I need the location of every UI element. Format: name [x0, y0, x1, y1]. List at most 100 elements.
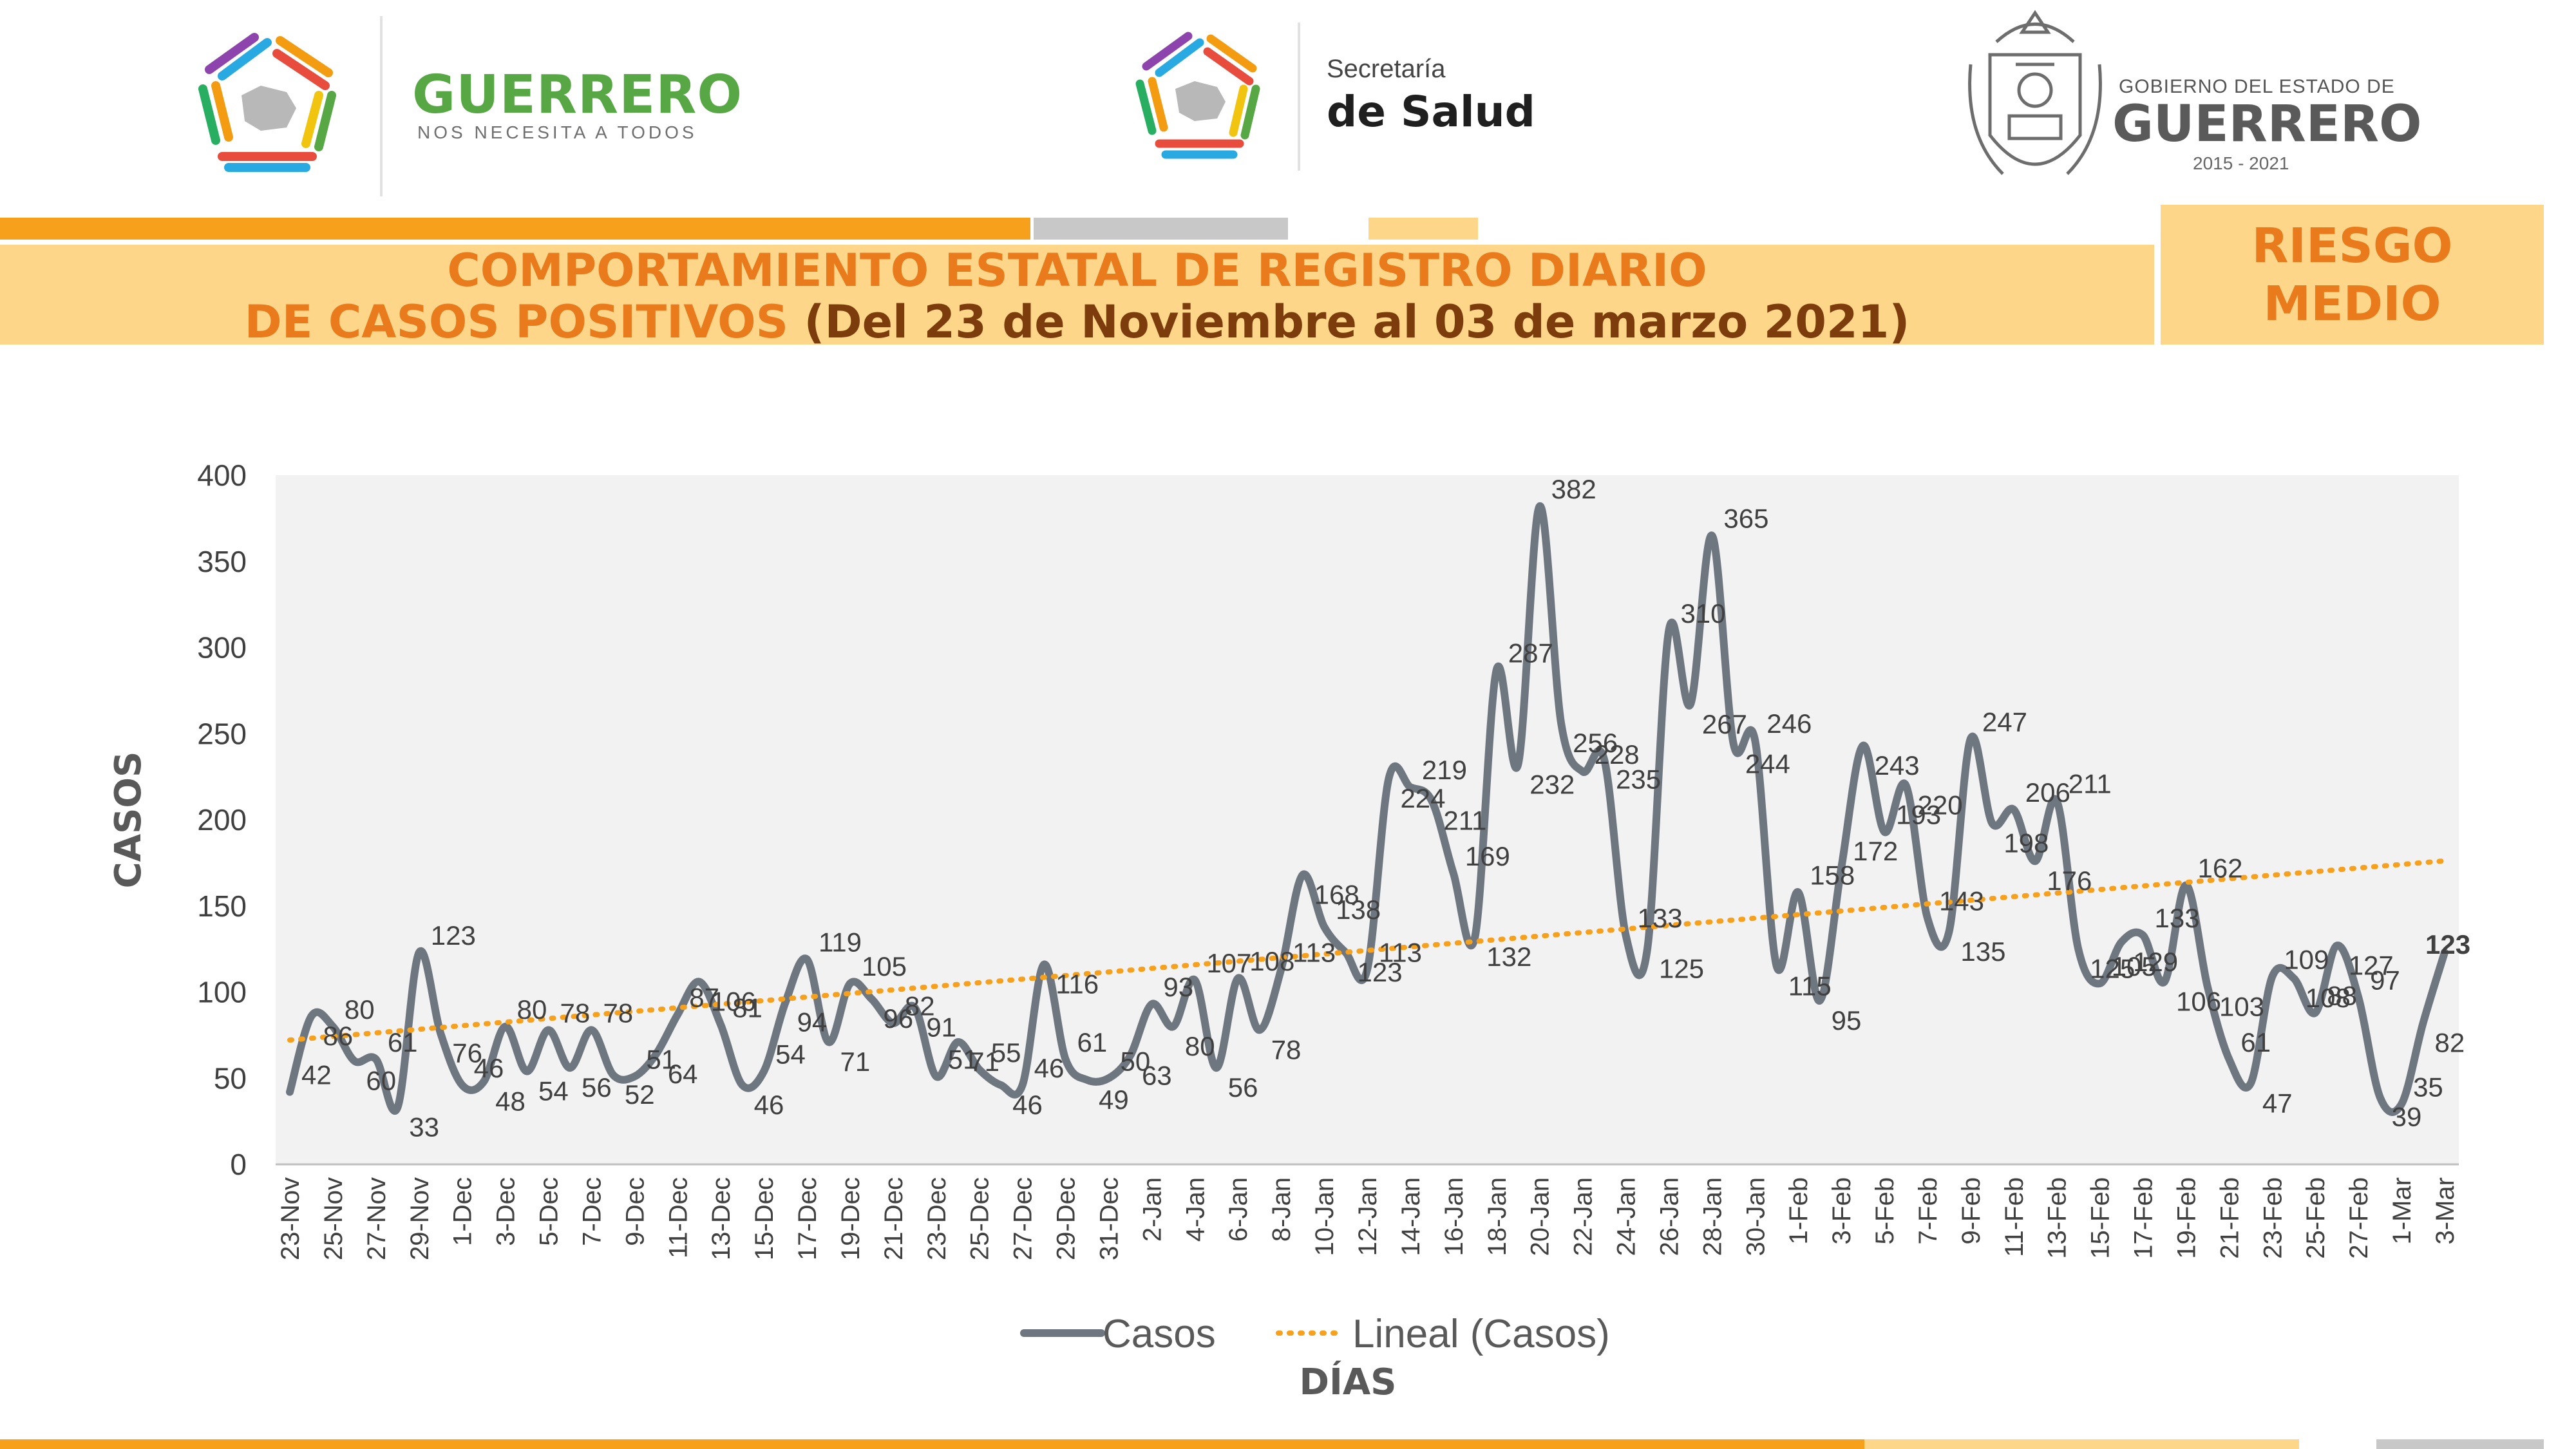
- data-label: 162: [2197, 853, 2242, 884]
- bottom-stripe-orange: [0, 1439, 1864, 1449]
- data-label: 47: [2262, 1088, 2293, 1118]
- data-label: 87: [689, 982, 719, 1012]
- data-label: 125: [1659, 954, 1704, 984]
- data-label: 50: [1120, 1046, 1150, 1076]
- data-label: 119: [819, 927, 862, 958]
- data-label: 51: [948, 1045, 978, 1075]
- x-tick-label: 27-Dec: [1009, 1177, 1037, 1260]
- x-tick-label: 23-Feb: [2259, 1177, 2287, 1259]
- data-label: 123: [2425, 929, 2470, 960]
- data-label: 96: [883, 1003, 913, 1034]
- x-tick-label: 25-Nov: [319, 1177, 348, 1260]
- title-band: [0, 245, 2154, 345]
- salud-logo: [1135, 32, 1260, 159]
- data-label: 78: [560, 998, 591, 1028]
- data-label: 123: [1358, 957, 1403, 987]
- legend-trend-label: Lineal (Casos): [1352, 1312, 1610, 1356]
- data-label: 235: [1616, 764, 1661, 794]
- x-tick-label: 5-Feb: [1871, 1177, 1899, 1245]
- data-label: 365: [1723, 504, 1768, 534]
- risk-line2: MEDIO: [2263, 276, 2441, 332]
- data-label: 46: [474, 1053, 504, 1083]
- cases-line-chart: 0 50 100 150 200 250 300 350 400 23-Nov 25-Nov 27-N…: [108, 459, 2470, 1403]
- gob-years: 2015 - 2021: [2193, 153, 2289, 173]
- x-tick-label: 11-Dec: [664, 1177, 692, 1258]
- x-tick-label: 27-Feb: [2345, 1177, 2373, 1259]
- x-tick-label: 7-Dec: [578, 1177, 606, 1246]
- legend-casos-label: Casos: [1103, 1312, 1216, 1356]
- data-label: 206: [2025, 777, 2070, 808]
- data-label: 86: [323, 1021, 353, 1051]
- chart-title-line1: COMPORTAMIENTO ESTATAL DE REGISTRO DIARI…: [447, 244, 1707, 297]
- data-label: 108: [2306, 983, 2351, 1013]
- data-label: 116: [1056, 969, 1099, 999]
- data-label: 115: [1788, 971, 1832, 1001]
- x-tick-label: 7-Feb: [1914, 1177, 1942, 1245]
- data-label: 243: [1875, 750, 1920, 781]
- data-label: 82: [905, 991, 935, 1021]
- x-tick-label: 4-Jan: [1181, 1177, 1209, 1242]
- header-divider: [380, 16, 383, 196]
- x-tick-label: 15-Dec: [750, 1177, 779, 1260]
- data-label: 54: [775, 1039, 806, 1070]
- data-label: 135: [1960, 936, 2005, 967]
- data-label: 198: [2003, 828, 2049, 858]
- data-label: 80: [517, 994, 547, 1025]
- x-tick-label: 13-Dec: [707, 1177, 735, 1260]
- y-tick-label: 150: [197, 889, 247, 923]
- data-label: 105: [2112, 951, 2157, 981]
- x-axis-title: DÍAS: [1300, 1361, 1397, 1403]
- x-tick-label: 30-Jan: [1741, 1177, 1770, 1256]
- data-label: 382: [1551, 474, 1596, 504]
- data-label: 42: [301, 1060, 332, 1090]
- y-tick-label: 400: [197, 459, 247, 492]
- data-label: 64: [668, 1059, 698, 1089]
- chart-title-line2: DE CASOS POSITIVOS (Del 23 de Noviembre …: [0, 295, 2154, 349]
- x-tick-label: 3-Mar: [2431, 1177, 2459, 1244]
- x-tick-label: 12-Jan: [1354, 1177, 1382, 1256]
- data-label: 56: [1228, 1072, 1258, 1103]
- salud-line2: de Salud: [1327, 87, 1535, 137]
- x-tick-label: 16-Jan: [1440, 1177, 1468, 1256]
- data-label: 287: [1508, 638, 1553, 668]
- x-tick-label: 20-Jan: [1526, 1177, 1555, 1256]
- x-tick-label: 6-Jan: [1224, 1177, 1253, 1242]
- data-label: 228: [1595, 739, 1640, 770]
- data-label: 71: [840, 1046, 871, 1077]
- data-label: 93: [1163, 972, 1193, 1002]
- x-tick-label: 28-Jan: [1698, 1177, 1727, 1256]
- data-label: 125: [2090, 954, 2135, 984]
- y-tick-label: 350: [197, 545, 247, 578]
- data-label: 82: [2435, 1028, 2465, 1058]
- data-label: 211: [2069, 769, 2112, 799]
- data-label: 169: [1465, 841, 1510, 871]
- data-label: 91: [926, 1012, 956, 1043]
- top-stripe-light: [1368, 218, 1478, 240]
- x-tick-label: 11-Feb: [2000, 1177, 2029, 1257]
- x-tick-label: 2-Jan: [1138, 1177, 1166, 1242]
- data-label: 193: [1896, 800, 1941, 830]
- data-label: 33: [409, 1112, 439, 1142]
- data-label: 78: [603, 998, 633, 1028]
- data-label: 35: [2413, 1072, 2443, 1102]
- x-tick-label: 17-Feb: [2130, 1177, 2158, 1259]
- data-label: 76: [452, 1038, 482, 1068]
- y-tick-label: 0: [230, 1148, 247, 1181]
- data-label: 52: [625, 1079, 655, 1110]
- data-label: 103: [2219, 991, 2264, 1021]
- chart-title-range: (Del 23 de Noviembre al 03 de marzo 2021…: [804, 296, 1910, 348]
- x-tick-label: 24-Jan: [1613, 1177, 1641, 1256]
- data-label: 129: [2133, 947, 2178, 977]
- data-label: 81: [732, 992, 762, 1023]
- data-label: 106: [711, 986, 756, 1016]
- brand-subtitle: NOS NECESITA A TODOS: [417, 122, 697, 142]
- data-label: 49: [1099, 1084, 1129, 1115]
- bottom-stripe-light: [1864, 1439, 2299, 1449]
- x-tick-label: 10-Jan: [1311, 1177, 1339, 1256]
- x-tick-label: 5-Dec: [535, 1177, 564, 1246]
- data-label: 71: [969, 1046, 999, 1077]
- data-label: 176: [2047, 866, 2092, 896]
- data-label: 48: [495, 1086, 526, 1117]
- data-label: 143: [1939, 886, 1984, 916]
- plot-area: [276, 475, 2459, 1164]
